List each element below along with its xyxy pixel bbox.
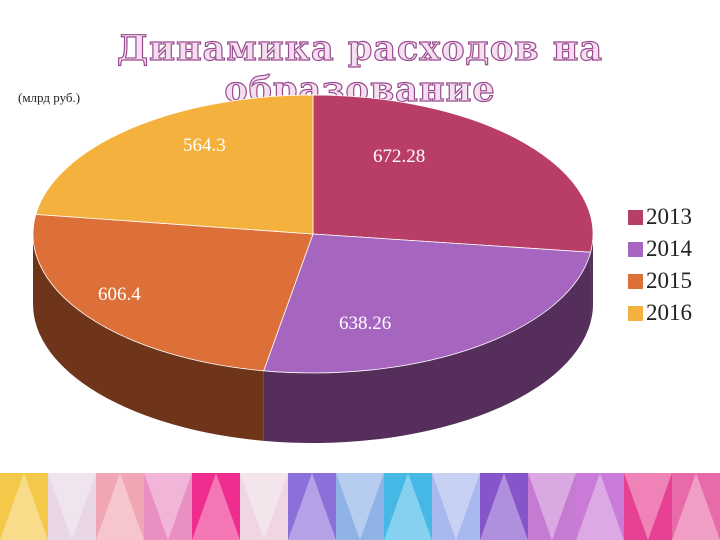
legend-item-2014: 2014 — [628, 233, 692, 265]
pie-slice-2013 — [312, 94, 594, 253]
decor-tile — [672, 473, 720, 540]
decor-triangle — [672, 473, 720, 540]
decor-triangle — [48, 473, 96, 540]
legend-label: 2014 — [646, 236, 692, 261]
legend-item-2016: 2016 — [628, 297, 692, 329]
legend: 2013 2014 2015 2016 — [628, 201, 692, 329]
decor-triangle — [528, 473, 576, 540]
pie-side-2014 — [263, 252, 591, 443]
decor-triangle — [144, 473, 192, 540]
decor-tile — [96, 473, 145, 540]
pie-side-2013 — [590, 234, 593, 323]
legend-label: 2016 — [646, 300, 692, 325]
pie-chart: 672.28 638.26 606.4 564.3 — [32, 94, 594, 443]
pie-slices — [32, 94, 594, 374]
data-label-2015: 606.4 — [98, 284, 141, 305]
pie-sides — [33, 234, 593, 443]
decor-tile — [192, 473, 241, 540]
legend-swatch — [628, 209, 643, 225]
decor-triangle — [624, 473, 672, 540]
decor-triangle — [432, 473, 480, 540]
decor-triangle — [0, 473, 48, 540]
legend-swatch — [628, 241, 643, 257]
decor-triangle — [192, 473, 240, 540]
decor-tile — [528, 473, 577, 540]
decor-tile — [144, 473, 193, 540]
legend-label: 2015 — [646, 268, 692, 293]
decor-tile — [288, 473, 337, 540]
decor-tile — [432, 473, 481, 540]
decor-triangle — [480, 473, 528, 540]
slide-title: Динамика расходов на образование — [116, 27, 604, 110]
pie-slice-2015 — [32, 213, 314, 372]
legend-label: 2013 — [646, 204, 692, 229]
legend-swatch — [628, 273, 643, 289]
decor-tile — [624, 473, 673, 540]
legend-swatch — [628, 305, 643, 321]
legend-item-2015: 2015 — [628, 265, 692, 297]
data-label-2014: 638.26 — [339, 313, 391, 334]
decor-tile — [0, 473, 49, 540]
decor-triangle — [288, 473, 336, 540]
decor-triangle — [240, 473, 288, 540]
decor-triangle — [384, 473, 432, 540]
data-label-2013: 672.28 — [373, 146, 425, 167]
legend-item-2013: 2013 — [628, 201, 692, 233]
decor-tile — [336, 473, 385, 540]
pie-data-labels: 672.28 638.26 606.4 564.3 — [98, 135, 425, 334]
decor-triangle — [576, 473, 624, 540]
decor-triangle — [96, 473, 144, 540]
pie-side-2015 — [33, 234, 264, 441]
unit-note: (млрд руб.) — [18, 90, 81, 105]
data-label-2016: 564.3 — [183, 135, 226, 156]
pie-slice-2014 — [263, 233, 592, 374]
pie-slice-2016 — [35, 94, 314, 235]
decor-tile — [576, 473, 625, 540]
decorative-band — [0, 473, 720, 540]
decor-tile — [480, 473, 529, 540]
decor-tile — [240, 473, 289, 540]
decor-tile — [384, 473, 433, 540]
decor-triangle — [336, 473, 384, 540]
decor-tile — [48, 473, 97, 540]
